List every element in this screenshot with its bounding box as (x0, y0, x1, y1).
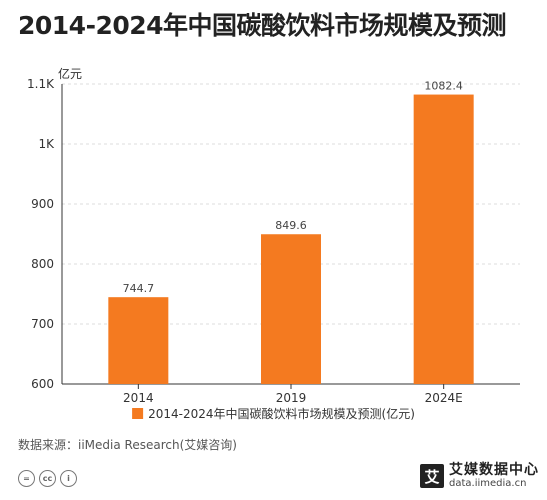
legend-swatch (132, 408, 144, 419)
x-tick-label: 2014 (123, 391, 154, 405)
y-tick-label: 1.1K (27, 77, 55, 91)
source-note: 数据来源：iiMedia Research(艾媒咨询) (18, 438, 237, 452)
brand-name: 艾媒数据中心 (449, 462, 539, 478)
brand-url: data.iimedia.cn (449, 478, 527, 490)
cc-equal-icon: = (18, 470, 35, 487)
data-label: 849.6 (275, 219, 307, 232)
data-label: 744.7 (123, 282, 155, 295)
bar (108, 297, 169, 384)
y-tick-label: 600 (31, 377, 54, 391)
y-axis-label: 亿元 (58, 66, 82, 81)
y-tick-label: 1K (38, 137, 55, 151)
data-label: 1082.4 (424, 80, 463, 93)
y-tick-label: 800 (31, 257, 54, 271)
bar (413, 94, 474, 384)
legend-label: 2014-2024年中国碳酸饮料市场规模及预测(亿元) (148, 406, 415, 421)
y-tick-label: 700 (31, 317, 54, 331)
cc-license-icon: cc (39, 470, 56, 487)
chart-title: 2014-2024年中国碳酸饮料市场规模及预测 (18, 11, 507, 40)
brand-mark-icon: 艾 (420, 464, 444, 489)
brand-logo: 艾 艾媒数据中心 data.iimedia.cn (420, 462, 539, 490)
x-tick-label: 2024E (425, 391, 463, 405)
cc-info-icon: i (60, 470, 77, 487)
x-tick-label: 2019 (276, 391, 307, 405)
bar-chart: 亿元 600 700 800 900 1K 1.1K 744.7 2014 849.6 2019 10… (27, 66, 520, 421)
bar (261, 234, 321, 384)
y-tick-label: 900 (31, 197, 54, 211)
license-icons: = cc i (18, 470, 77, 487)
